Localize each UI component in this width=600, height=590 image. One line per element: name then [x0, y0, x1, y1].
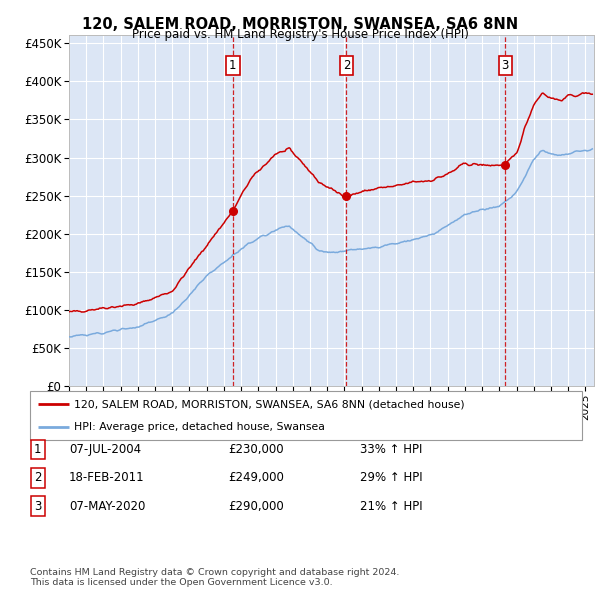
Text: 2: 2 — [34, 471, 41, 484]
Text: 3: 3 — [502, 60, 509, 73]
Text: 21% ↑ HPI: 21% ↑ HPI — [360, 500, 422, 513]
Text: 2: 2 — [343, 60, 350, 73]
Text: 120, SALEM ROAD, MORRISTON, SWANSEA, SA6 8NN (detached house): 120, SALEM ROAD, MORRISTON, SWANSEA, SA6… — [74, 399, 465, 409]
Text: £290,000: £290,000 — [228, 500, 284, 513]
Text: 120, SALEM ROAD, MORRISTON, SWANSEA, SA6 8NN: 120, SALEM ROAD, MORRISTON, SWANSEA, SA6… — [82, 17, 518, 31]
Text: 1: 1 — [229, 60, 236, 73]
Text: £249,000: £249,000 — [228, 471, 284, 484]
Text: 3: 3 — [34, 500, 41, 513]
Text: 07-JUL-2004: 07-JUL-2004 — [69, 443, 141, 456]
FancyBboxPatch shape — [30, 391, 582, 440]
Text: 29% ↑ HPI: 29% ↑ HPI — [360, 471, 422, 484]
Text: Contains HM Land Registry data © Crown copyright and database right 2024.
This d: Contains HM Land Registry data © Crown c… — [30, 568, 400, 587]
Text: 1: 1 — [34, 443, 41, 456]
Text: HPI: Average price, detached house, Swansea: HPI: Average price, detached house, Swan… — [74, 422, 325, 432]
Text: 18-FEB-2011: 18-FEB-2011 — [69, 471, 145, 484]
Text: £230,000: £230,000 — [228, 443, 284, 456]
Text: 07-MAY-2020: 07-MAY-2020 — [69, 500, 145, 513]
Text: 33% ↑ HPI: 33% ↑ HPI — [360, 443, 422, 456]
Text: Price paid vs. HM Land Registry's House Price Index (HPI): Price paid vs. HM Land Registry's House … — [131, 28, 469, 41]
